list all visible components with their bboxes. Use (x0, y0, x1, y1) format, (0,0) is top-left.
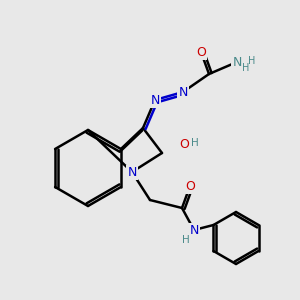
Text: N: N (150, 94, 160, 106)
Text: N: N (232, 56, 242, 68)
Text: N: N (189, 224, 199, 236)
Text: H: H (242, 63, 250, 73)
Text: N: N (127, 166, 137, 178)
Text: O: O (196, 46, 206, 59)
Text: H: H (191, 138, 199, 148)
Text: H: H (182, 235, 190, 245)
Text: O: O (185, 179, 195, 193)
Text: H: H (248, 56, 256, 66)
Text: N: N (178, 85, 188, 98)
Text: O: O (179, 139, 189, 152)
